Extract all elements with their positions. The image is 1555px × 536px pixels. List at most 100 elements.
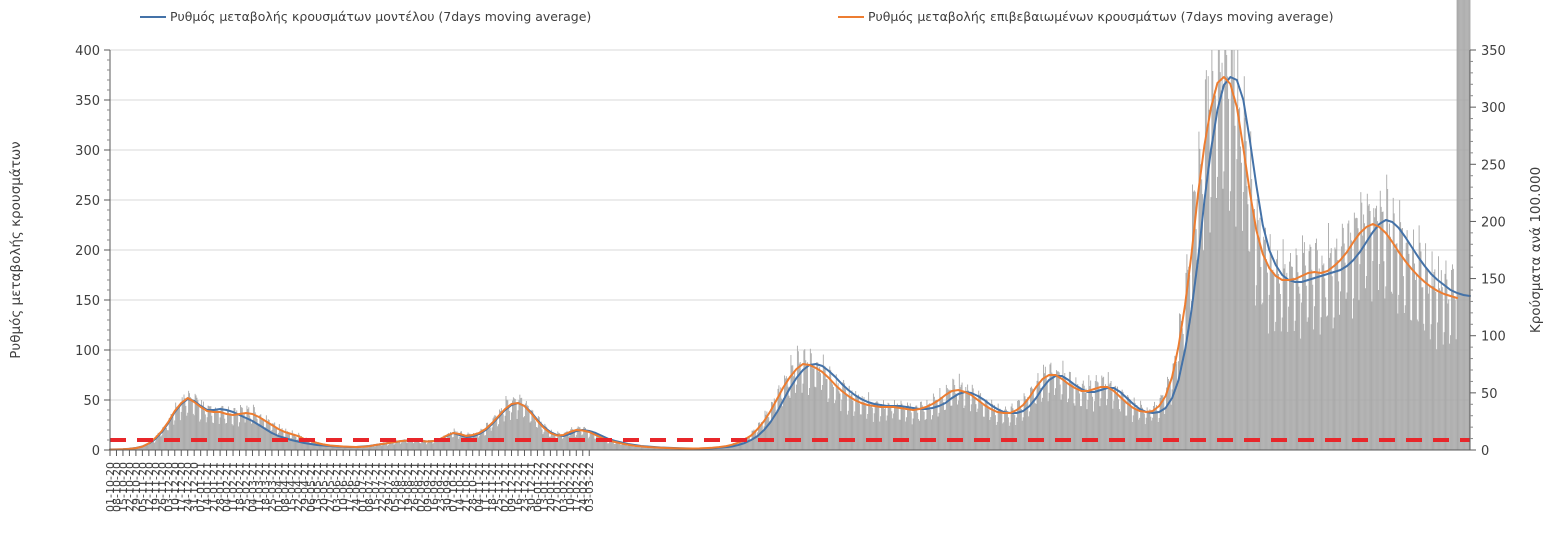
chart-legend: Ρυθμός μεταβολής κρουσμάτων μοντέλου (7d…: [0, 6, 1555, 32]
x-tick-label: 10-12-20: [169, 462, 182, 512]
x-tick-label: 24-12-20: [182, 462, 195, 512]
x-tick-label: 02-12-21: [499, 462, 512, 512]
x-tick-label: 10-02-22: [564, 462, 577, 512]
legend-label-model-rate: Ρυθμός μεταβολής κρουσμάτων μοντέλου (7d…: [170, 9, 592, 24]
legend-item-confirmed-rate[interactable]: Ρυθμός μεταβολής επιβεβαιωμένων κρουσμάτ…: [838, 9, 1333, 24]
x-tick-label: 16-12-21: [512, 462, 525, 512]
x-tick-label: 14-10-21: [454, 462, 467, 512]
x-tick-label: 10-06-21: [337, 462, 350, 512]
x-tick-label: 05-08-21: [389, 462, 402, 512]
x-tick-label: 17-06-21: [344, 462, 357, 512]
x-tick-label: 29-10-20: [130, 462, 143, 512]
x-tick-label: 08-10-20: [110, 462, 123, 512]
y-tick-label-right: 250: [1481, 158, 1506, 173]
x-tick-label: 03-12-20: [162, 462, 175, 512]
x-tick-label: 03-06-21: [331, 462, 344, 512]
x-tick-label: 12-11-20: [143, 462, 156, 512]
x-tick-label: 20-05-21: [318, 462, 331, 512]
x-tick-label: 07-01-21: [195, 462, 208, 512]
x-tick-label: 19-08-21: [402, 462, 415, 512]
y-tick-label-left: 200: [75, 244, 100, 259]
y-tick-label-right: 0: [1481, 444, 1489, 459]
x-tick-label: 06-05-21: [305, 462, 318, 512]
y-axis-title-right: Κρούσματα ανά 100.000: [1528, 167, 1544, 333]
x-tick-label: 29-04-21: [298, 462, 311, 512]
x-tick-label: 18-11-21: [486, 462, 499, 512]
y-tick-label-left: 350: [75, 94, 100, 109]
x-tick-label: 22-04-21: [292, 462, 305, 512]
x-tick-label: 21-10-21: [460, 462, 473, 512]
y-tick-label-right: 200: [1481, 215, 1506, 230]
x-tick-label: 18-03-21: [259, 462, 272, 512]
series-line-confirmed-rate: [109, 76, 1459, 451]
x-tick-label: 04-11-21: [473, 462, 486, 512]
x-tick-label: 27-01-22: [551, 462, 564, 512]
x-tick-label: 25-11-21: [493, 462, 506, 512]
x-tick-label: 07-10-21: [447, 462, 460, 512]
y-tick-label-left: 100: [75, 344, 100, 359]
x-tick-label: 05-11-20: [136, 462, 149, 512]
x-tick-label: 18-02-21: [234, 462, 247, 512]
y-tick-label-right: 300: [1481, 101, 1506, 116]
y-axis-title-left: Ρυθμός μεταβολής κρουσμάτων: [8, 141, 24, 358]
legend-swatch-line-icon: [838, 15, 864, 18]
x-tick-label: 30-09-21: [441, 462, 454, 512]
legend-swatch-line-icon: [140, 15, 166, 18]
x-tick-label: 14-01-21: [201, 462, 214, 512]
y-tick-label-right: 100: [1481, 330, 1506, 345]
x-tick-label: 24-06-21: [350, 462, 363, 512]
y-tick-label-left: 400: [75, 44, 100, 59]
x-tick-label: 01-04-21: [272, 462, 285, 512]
y-tick-label-right: 150: [1481, 273, 1506, 288]
x-tick-label: 26-08-21: [408, 462, 421, 512]
x-tick-label: 21-01-21: [208, 462, 221, 512]
x-tick-label: 06-01-22: [531, 462, 544, 512]
x-tick-label: 20-01-22: [544, 462, 557, 512]
x-tick-label: 27-05-21: [324, 462, 337, 512]
x-tick-label: 09-09-21: [421, 462, 434, 512]
x-tick-label: 17-12-20: [175, 462, 188, 512]
x-tick-label: 28-01-21: [214, 462, 227, 512]
y-tick-label-left: 150: [75, 294, 100, 309]
x-tick-label: 08-07-21: [363, 462, 376, 512]
x-tick-label: 28-10-21: [467, 462, 480, 512]
x-tick-label: 01-10-20: [104, 462, 117, 512]
x-tick-label: 03-03-22: [583, 462, 596, 512]
x-tick-label: 09-12-21: [506, 462, 519, 512]
x-tick-label: 25-02-21: [240, 462, 253, 512]
x-tick-label: 04-02-21: [221, 462, 234, 512]
legend-label-confirmed-rate: Ρυθμός μεταβολής επιβεβαιωμένων κρουσμάτ…: [868, 9, 1334, 24]
x-tick-label: 25-03-21: [266, 462, 279, 512]
x-tick-label: 08-04-21: [279, 462, 292, 512]
x-tick-label: 15-10-20: [117, 462, 130, 512]
x-tick-label: 30-12-21: [525, 462, 538, 512]
x-tick-label: 13-05-21: [311, 462, 324, 512]
x-tick-label: 24-02-22: [577, 462, 590, 512]
x-tick-label: 12-08-21: [395, 462, 408, 512]
x-tick-label: 23-09-21: [434, 462, 447, 512]
x-tick-label: 04-03-21: [246, 462, 259, 512]
x-tick-label: 23-12-21: [518, 462, 531, 512]
bars-group: [109, 0, 1471, 450]
x-tick-label: 22-07-21: [376, 462, 389, 512]
x-tick-label: 19-11-20: [149, 462, 162, 512]
x-tick-label: 11-03-21: [253, 462, 266, 512]
x-tick-label: 01-07-21: [357, 462, 370, 512]
y-tick-label-right: 50: [1481, 387, 1498, 402]
y-tick-label-left: 300: [75, 144, 100, 159]
x-tick-label: 15-04-21: [285, 462, 298, 512]
x-tick-label: 13-01-22: [538, 462, 551, 512]
x-tick-label: 17-02-22: [570, 462, 583, 512]
legend-item-model-rate[interactable]: Ρυθμός μεταβολής κρουσμάτων μοντέλου (7d…: [140, 9, 591, 24]
x-tick-label: 22-10-20: [123, 462, 136, 512]
x-tick-label: 03-02-22: [557, 462, 570, 512]
y-tick-label-left: 50: [83, 394, 100, 409]
x-tick-label: 26-11-20: [156, 462, 169, 512]
x-tick-label: 15-07-21: [370, 462, 383, 512]
x-tick-label: 29-07-21: [382, 462, 395, 512]
x-tick-label: 11-02-21: [227, 462, 240, 512]
x-tick-label: 11-11-21: [480, 462, 493, 512]
